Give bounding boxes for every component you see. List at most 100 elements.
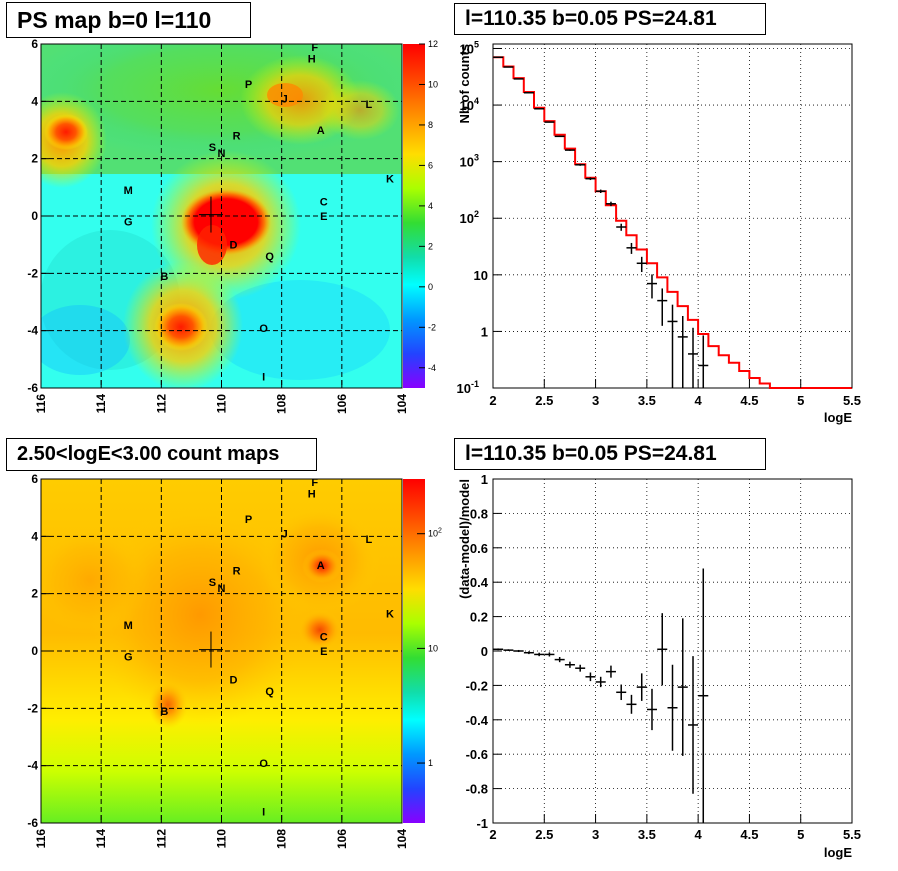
y-tick-label: 2 (31, 587, 38, 601)
count-map-x-ticks: 116 114 112 110 108 106 104 (34, 815, 409, 849)
x-tick-label: 3.5 (638, 827, 656, 842)
source-label: N (218, 148, 226, 160)
residual-data-point (677, 618, 688, 756)
spectrum-x-axis-label: logE (824, 410, 852, 425)
source-label: H (308, 53, 316, 65)
source-label: C (320, 197, 328, 209)
spectrum-data-point (688, 327, 699, 388)
residual-data-point (616, 684, 627, 701)
residual-data-point (605, 665, 616, 678)
y-tick-label: -6 (27, 816, 38, 830)
residual-panel: 2 2.5 3 3.5 4 4.5 5 5.5 1 0.8 0.6 0.4 0.2 0 -0.2 -0.4 -… (457, 472, 861, 860)
x-tick-label: 116 (34, 394, 48, 414)
source-label: F (311, 42, 318, 54)
y-tick-label: 4 (31, 529, 38, 543)
y-tick-label: 6 (31, 472, 38, 486)
ps-map-source-labels: FH P J L A R S N K M CE G D Q B O I (124, 42, 394, 384)
y-tick-label: 4 (31, 94, 38, 108)
source-label: F (311, 477, 318, 489)
residual-data-series (493, 568, 709, 823)
source-label: R (233, 566, 241, 578)
residual-data-point (503, 649, 514, 651)
source-label: M (124, 185, 133, 197)
x-tick-label: 4.5 (740, 827, 758, 842)
y-tick-label: -0.2 (466, 678, 488, 693)
ps-map-image (41, 44, 402, 388)
colorbar-tick-label: 8 (428, 120, 433, 130)
spectrum-y-axis-label: Nb of counts (457, 44, 472, 123)
y-tick-label: 0 (31, 209, 38, 223)
residual-data-point (493, 648, 504, 651)
source-label: E (320, 646, 327, 658)
residual-y-axis-label: (data-model)/model (457, 479, 472, 599)
residual-title: l=110.35 b=0.05 PS=24.81 (454, 438, 766, 470)
spectrum-title: l=110.35 b=0.05 PS=24.81 (454, 3, 766, 35)
x-tick-label: 112 (154, 394, 168, 414)
y-tick-label: -4 (27, 759, 38, 773)
residual-data-point (636, 673, 647, 701)
spectrum-x-ticks: 2 2.5 3 3.5 4 4.5 5 5.5 (489, 379, 861, 408)
colorbar-tick-label: 10 (428, 79, 438, 89)
x-tick-label: 4 (695, 827, 703, 842)
spectrum-data-point (575, 163, 586, 166)
x-tick-label: 5.5 (843, 393, 861, 408)
x-tick-label: 116 (34, 829, 48, 849)
residual-data-point (667, 664, 678, 751)
spectrum-data-point (657, 288, 668, 326)
y-tick-label: -4 (27, 324, 38, 338)
ps-map-grid (41, 44, 402, 388)
x-tick-label: 112 (154, 829, 168, 849)
source-label: I (262, 372, 265, 384)
y-tick-label: -0.8 (466, 782, 488, 797)
y-tick-label: 0 (31, 644, 38, 658)
x-tick-label: 114 (94, 394, 108, 414)
source-label: J (282, 93, 288, 105)
source-label: L (366, 99, 373, 111)
x-tick-label: 106 (335, 829, 349, 849)
source-label: G (124, 217, 133, 229)
ps-map-title: PS map b=0 l=110 (6, 2, 251, 38)
source-label: P (245, 79, 252, 91)
source-label: B (160, 706, 168, 718)
source-label: D (230, 675, 238, 687)
source-label: A (317, 125, 325, 137)
x-tick-label: 2 (489, 393, 496, 408)
colorbar-tick-label: 1 (428, 758, 433, 768)
residual-data-point (554, 657, 565, 663)
ps-map-colorbar-ticks: 12 10 8 6 4 2 0 -2 -4 (419, 39, 438, 373)
x-tick-label: 104 (395, 394, 409, 414)
count-map-source-labels: FH P J L A R S N K M CE G D Q B O I (124, 477, 394, 819)
source-label: B (160, 271, 168, 283)
spectrum-data-point (585, 177, 596, 181)
colorbar-tick-label: 6 (428, 160, 433, 170)
source-label: M (124, 620, 133, 632)
y-tick-label: -0.6 (466, 747, 488, 762)
colorbar-tick-label: -2 (428, 322, 436, 332)
spectrum-data-point (636, 256, 647, 273)
y-tick-label: 10-1 (457, 379, 479, 396)
source-label: L (366, 534, 373, 546)
source-label: P (245, 514, 252, 526)
source-label: O (259, 323, 268, 335)
x-tick-label: 104 (395, 829, 409, 849)
x-tick-label: 108 (275, 394, 289, 414)
residual-data-point (585, 672, 596, 682)
x-tick-label: 5 (797, 393, 804, 408)
colorbar-tick-label: 10 (428, 643, 438, 653)
source-label: K (386, 609, 394, 621)
count-map-grid (41, 479, 402, 823)
spectrum-data-point (554, 135, 565, 138)
x-tick-label: 5.5 (843, 827, 861, 842)
source-label: Q (265, 251, 274, 263)
y-tick-label: -0.4 (466, 713, 489, 728)
x-tick-label: 108 (275, 829, 289, 849)
residual-y-ticks: 1 0.8 0.6 0.4 0.2 0 -0.2 -0.4 -0.6 -0.8 -1 (466, 472, 502, 831)
y-tick-label: 2 (31, 152, 38, 166)
residual-data-point (575, 664, 586, 672)
residual-data-point (626, 694, 637, 714)
spectrum-data-point (677, 315, 688, 388)
spectrum-model-line (493, 56, 852, 389)
y-tick-label: 0.6 (470, 541, 488, 556)
